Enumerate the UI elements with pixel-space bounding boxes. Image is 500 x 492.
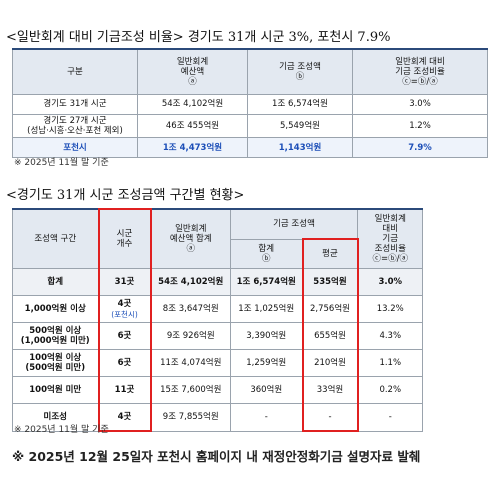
table-cell: 경기도 31개 시군 bbox=[12, 94, 138, 115]
table-cell: - bbox=[301, 403, 359, 432]
note: ※ 2025년 11월 말 기준 bbox=[14, 425, 109, 435]
section-title: <일반회계 대비 기금조성 비율> 경기도 31개 시군 3%, 포천시 7.9… bbox=[6, 30, 391, 45]
table-cell: 3,390억원 bbox=[230, 322, 303, 350]
table-cell: 1조 6,574억원 bbox=[247, 94, 353, 115]
header-cell: 시군 개수 bbox=[97, 208, 152, 269]
table-cell: 3.0% bbox=[352, 94, 488, 115]
table-row: 1,000억원 이상 4곳 (포천시) 8조 3,647억원 1조 1,025억원 2,7… bbox=[12, 295, 423, 323]
table: 구분 일반회계 예산액 ⓐ 기금 조성액 ⓑ 일반회계 대비 기금 조성비율 ⓒ=ⓑ/… bbox=[12, 48, 488, 159]
table-cell: 1조 6,574억원 bbox=[230, 268, 303, 296]
table-cell: 1.1% bbox=[357, 349, 423, 377]
table-cell: 15조 7,600억원 bbox=[150, 376, 231, 404]
header-row: 합계 ⓑ 평균 bbox=[13, 238, 423, 269]
table-cell: 1,143억원 bbox=[247, 137, 353, 159]
table-row: 100억원 이상 (500억원 미만) 6곳 11조 4,074억원 1,259억원 2… bbox=[12, 349, 423, 377]
header-cell: 일반회계 예산액 ⓐ bbox=[137, 48, 248, 95]
table-cell: 11곳 bbox=[97, 376, 152, 404]
table-cell: 11조 4,074억원 bbox=[150, 349, 231, 377]
table-cell: 100억원 미만 bbox=[12, 376, 99, 404]
table-cell: 포천시 bbox=[12, 137, 138, 159]
table-cell: 360억원 bbox=[230, 376, 303, 404]
table-cell: 46조 455억원 bbox=[137, 113, 248, 139]
table-cell: 4곳 bbox=[97, 403, 152, 432]
table-cell: 1,259억원 bbox=[230, 349, 303, 377]
table-cell: - bbox=[230, 403, 303, 432]
table-cell: 8조 3,647억원 bbox=[150, 295, 231, 323]
header-cell: 일반회계 대비 기금 조성비율 ⓒ=ⓑ/ⓐ bbox=[352, 48, 488, 95]
table-cell: 1,000억원 이상 bbox=[12, 295, 99, 323]
table-row: 합계 31곳 54조 4,102억원 1조 6,574억원 535억원 3.0% bbox=[12, 268, 423, 296]
header-cell: 합계 ⓑ bbox=[230, 238, 303, 269]
header-cell: 일반회계 예산액 합계 ⓐ bbox=[150, 208, 231, 269]
table-cell: 7.9% bbox=[352, 137, 488, 159]
table-row: 포천시 1조 4,473억원 1,143억원 7.9% bbox=[12, 137, 488, 159]
table-row: 미조성 4곳 9조 7,855억원 - - - bbox=[12, 403, 423, 432]
header-cell: 기금 조성액 ⓑ bbox=[247, 48, 353, 95]
table-cell: 31곳 bbox=[97, 268, 152, 296]
table-cell: 0.2% bbox=[357, 376, 423, 404]
table-cell: 3.0% bbox=[357, 268, 423, 296]
table-cell: 210억원 bbox=[301, 349, 359, 377]
table-cell: 합계 bbox=[12, 268, 99, 296]
table-cell: 655억원 bbox=[301, 322, 359, 350]
table-cell: 1조 4,473억원 bbox=[137, 137, 248, 159]
table-cell: 6곳 bbox=[97, 322, 152, 350]
table-cell: 4곳 (포천시) bbox=[97, 295, 152, 323]
table-cell: 100억원 이상 (500억원 미만) bbox=[12, 349, 99, 377]
table-cell: - bbox=[357, 403, 423, 432]
cell-note: (포천시) bbox=[111, 309, 138, 319]
table-cell: 4.3% bbox=[357, 322, 423, 350]
table-cell: 1조 1,025억원 bbox=[230, 295, 303, 323]
footer: ※ 2025년 12월 25일자 포천시 홈페이지 내 재정안정화기금 설명자료… bbox=[12, 449, 421, 464]
table-cell: 54조 4,102억원 bbox=[150, 268, 231, 296]
header-cell: 기금 조성액 bbox=[230, 208, 358, 240]
header-cell: 구분 bbox=[12, 48, 138, 95]
table-cell: 13.2% bbox=[357, 295, 423, 323]
table-cell: 9조 7,855억원 bbox=[150, 403, 231, 432]
table-cell: 54조 4,102억원 bbox=[137, 94, 248, 115]
header-cell: 평균 bbox=[301, 238, 359, 269]
header-row: 조성액 구간 시군 개수 일반회계 예산액 합계 ⓐ 기금 조성액 일반회계 대비 기금… bbox=[12, 208, 423, 269]
table-row: 500억원 이상 (1,000억원 미만) 6곳 9조 926억원 3,390억원 65… bbox=[12, 322, 423, 350]
table-row: 100억원 미만 11곳 15조 7,600억원 360억원 33억원 0.2% bbox=[12, 376, 423, 404]
section-title: <경기도 31개 시군 조성금액 구간별 현황> bbox=[6, 188, 245, 203]
table-cell: 2,756억원 bbox=[301, 295, 359, 323]
table-cell: 경기도 27개 시군 (성남·시흥·오산·포천 제외) bbox=[12, 113, 138, 139]
table-row: 경기도 27개 시군 (성남·시흥·오산·포천 제외) 46조 455억원 5,54… bbox=[12, 113, 488, 139]
table-cell: 미조성 bbox=[12, 403, 99, 432]
table-cell: 5,549억원 bbox=[247, 113, 353, 139]
header-cell: 조성액 구간 bbox=[12, 208, 99, 269]
table-cell: 1.2% bbox=[352, 113, 488, 139]
table: 조성액 구간 시군 개수 일반회계 예산액 합계 ⓐ 기금 조성액 일반회계 대비 기금… bbox=[12, 208, 423, 432]
table-cell: 33억원 bbox=[301, 376, 359, 404]
header-row: 구분 일반회계 예산액 ⓐ 기금 조성액 ⓑ 일반회계 대비 기금 조성비율 ⓒ=ⓑ/… bbox=[12, 48, 488, 95]
table-cell: 535억원 bbox=[301, 268, 359, 296]
table-cell: 500억원 이상 (1,000억원 미만) bbox=[12, 322, 99, 350]
table-cell: 9조 926억원 bbox=[150, 322, 231, 350]
table-row: 경기도 31개 시군 54조 4,102억원 1조 6,574억원 3.0% bbox=[12, 94, 488, 115]
header-cell: 일반회계 대비 기금 조성비율 ⓒ=ⓑ/ⓐ bbox=[357, 208, 423, 269]
table-cell: 6곳 bbox=[97, 349, 152, 377]
note: ※ 2025년 11월 말 기준 bbox=[14, 158, 109, 168]
